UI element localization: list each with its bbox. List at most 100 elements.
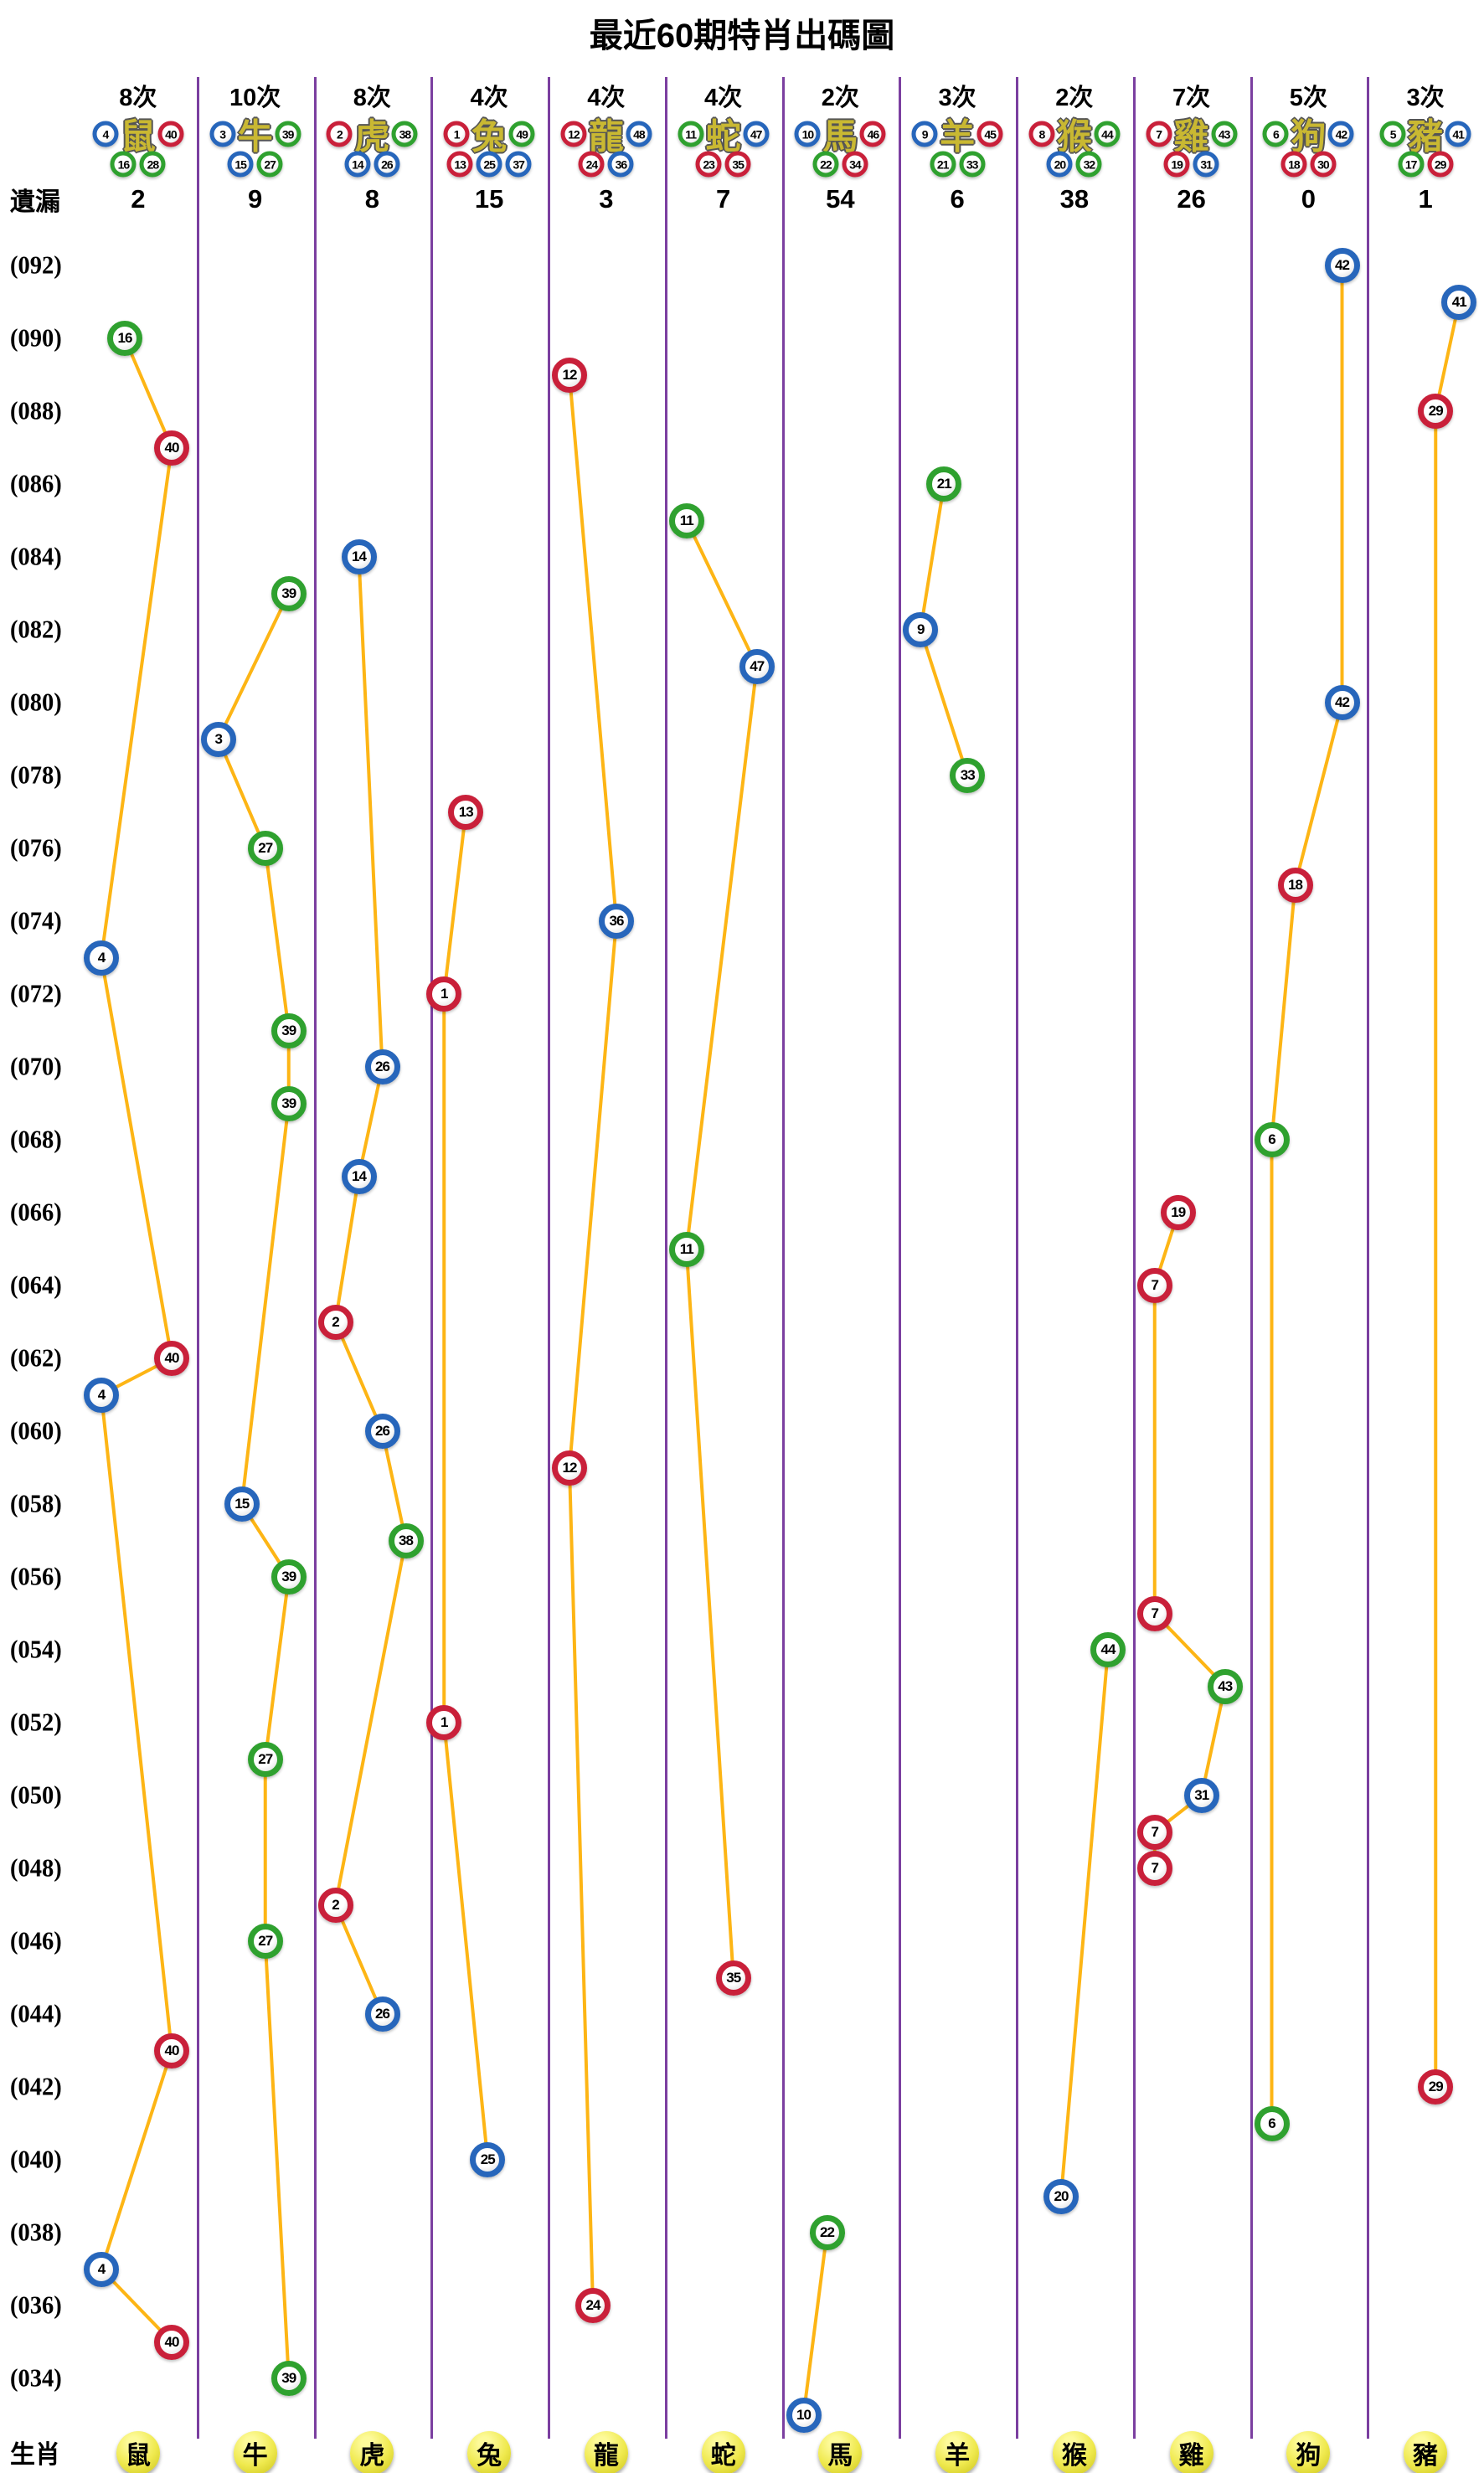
- header-ball: 19: [1163, 151, 1190, 178]
- zodiac-name: 鼠: [120, 116, 156, 157]
- header-ball: 46: [859, 121, 886, 147]
- draw-ball: 3: [200, 721, 236, 757]
- times-count-label: 7次: [1172, 85, 1211, 111]
- zodiac-ball: 虎: [350, 2431, 394, 2473]
- column-divider: [548, 77, 550, 2439]
- draw-ball: 40: [154, 1341, 189, 1376]
- times-count-label: 8次: [119, 85, 157, 111]
- axis-label: (090): [10, 322, 62, 353]
- axis-label: (086): [10, 468, 62, 498]
- draw-ball: 26: [364, 1414, 400, 1449]
- header-ball: 48: [626, 121, 652, 147]
- zodiac-name: 豬: [1408, 116, 1444, 157]
- draw-ball: 29: [1418, 2069, 1454, 2105]
- header-ball: 18: [1280, 151, 1307, 178]
- header-ball: 47: [743, 121, 770, 147]
- trend-line: [1059, 1649, 1110, 2197]
- draw-ball: 2: [317, 1887, 353, 1923]
- trend-line: [801, 2232, 829, 2415]
- zodiac-name: 龍: [588, 116, 624, 157]
- draw-ball: 47: [739, 648, 775, 684]
- miss-value: 7: [716, 184, 731, 214]
- draw-ball: 19: [1160, 1195, 1196, 1230]
- times-count-label: 3次: [1406, 85, 1445, 111]
- header-ball: 36: [607, 151, 634, 178]
- draw-ball: 42: [1324, 248, 1360, 283]
- draw-ball: 40: [154, 2032, 189, 2069]
- header-ball: 7: [1146, 121, 1172, 147]
- header-ball: 9: [911, 121, 938, 147]
- draw-ball: 43: [1207, 1668, 1243, 1704]
- axis-label: (036): [10, 2290, 62, 2320]
- draw-ball: 4: [84, 940, 119, 976]
- page-title: 最近60期特肖出碼圖: [589, 18, 895, 54]
- axis-label: (050): [10, 1780, 62, 1810]
- zodiac-ball: 龍: [584, 2431, 628, 2473]
- axis-label: (076): [10, 832, 62, 863]
- zodiac-name: 虎: [354, 116, 390, 157]
- draw-ball: 12: [552, 357, 587, 393]
- axis-label: (060): [10, 1415, 62, 1445]
- header-ball: 41: [1445, 121, 1471, 147]
- draw-ball: 2: [317, 1304, 353, 1340]
- draw-ball: 44: [1090, 1632, 1126, 1667]
- miss-value: 26: [1177, 184, 1206, 214]
- header-ball: 25: [476, 151, 502, 178]
- draw-ball: 10: [786, 2397, 822, 2433]
- draw-ball: 24: [575, 2288, 611, 2323]
- axis-label: (084): [10, 541, 62, 571]
- header-ball: 24: [578, 151, 605, 178]
- miss-value: 6: [950, 184, 965, 214]
- zodiac-row-label: 生肖: [10, 2441, 60, 2469]
- header-ball: 23: [695, 151, 722, 178]
- draw-ball: 33: [950, 758, 986, 793]
- times-count-label: 4次: [470, 85, 508, 111]
- zodiac-ball: 羊: [935, 2431, 980, 2473]
- axis-label: (070): [10, 1051, 62, 1081]
- axis-label: (080): [10, 687, 62, 717]
- axis-label: (066): [10, 1197, 62, 1227]
- zodiac-name: 蛇: [705, 116, 741, 157]
- draw-ball: 7: [1136, 1851, 1172, 1886]
- axis-label: (088): [10, 395, 62, 425]
- axis-label: (092): [10, 250, 62, 280]
- column-divider: [899, 77, 902, 2439]
- header-ball: 40: [157, 121, 184, 147]
- zodiac-ball: 鼠: [116, 2431, 160, 2473]
- miss-row-label: 遺漏: [10, 188, 60, 216]
- draw-ball: 41: [1441, 284, 1477, 320]
- draw-ball: 7: [1136, 1268, 1172, 1303]
- zodiac-ball: 狗: [1286, 2431, 1331, 2473]
- zodiac-ball: 兔: [467, 2431, 512, 2473]
- axis-label: (072): [10, 978, 62, 1008]
- header-ball: 20: [1046, 151, 1073, 178]
- column-divider: [1132, 77, 1136, 2439]
- trend-line: [684, 519, 759, 1978]
- draw-ball: 6: [1254, 2105, 1290, 2141]
- draw-ball: 39: [271, 1012, 307, 1048]
- draw-ball: 14: [341, 539, 377, 574]
- miss-value: 3: [599, 184, 614, 214]
- times-count-label: 5次: [1289, 85, 1327, 111]
- times-count-label: 3次: [938, 85, 976, 111]
- draw-ball: 18: [1277, 867, 1313, 903]
- header-ball: 22: [812, 151, 839, 178]
- axis-label: (058): [10, 1488, 62, 1518]
- column-divider: [1250, 77, 1253, 2439]
- draw-ball: 11: [668, 1231, 704, 1267]
- header-ball: 43: [1211, 121, 1238, 147]
- draw-ball: 40: [154, 430, 189, 466]
- zodiac-ball: 雞: [1169, 2431, 1213, 2473]
- header-ball: 31: [1193, 151, 1219, 178]
- header-ball: 1: [443, 121, 470, 147]
- header-ball: 17: [1398, 151, 1425, 178]
- zodiac-name: 雞: [1173, 116, 1209, 157]
- header-ball: 34: [842, 151, 868, 178]
- header-ball: 10: [794, 121, 821, 147]
- draw-ball: 12: [552, 1450, 587, 1486]
- axis-label: (078): [10, 760, 62, 790]
- header-ball: 15: [227, 151, 254, 178]
- header-ball: 35: [724, 151, 751, 178]
- draw-ball: 42: [1324, 685, 1360, 720]
- header-ball: 49: [508, 121, 535, 147]
